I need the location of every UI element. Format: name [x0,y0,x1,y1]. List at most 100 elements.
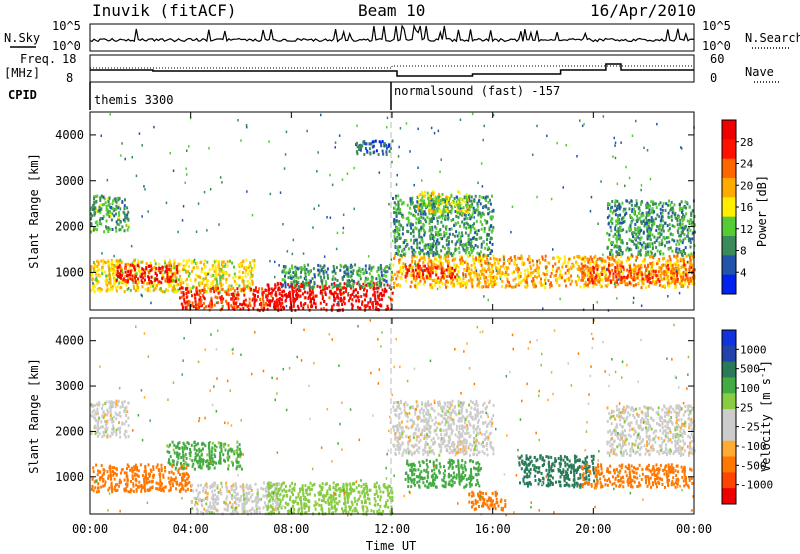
echo-cell-5 [326,267,329,271]
echo-cell-4 [365,283,368,287]
echo-cell-7 [500,284,503,288]
echo-cell-7 [566,277,568,281]
echo-cell-3 [248,297,251,301]
echo-cell-12 [638,209,641,212]
echo-cell-3 [210,296,213,300]
echo-cell-7 [532,282,534,286]
echo-cell-9 [400,202,403,206]
echo-cell-0 [99,221,102,224]
echo-cell-11 [614,280,617,284]
echo-cell-7 [575,281,578,284]
echo-cell-12 [650,210,653,214]
echo-cell-12 [645,206,648,210]
echo-cell-11 [620,281,623,284]
echo-speck [318,204,320,207]
echo-cell-7 [430,283,433,287]
echo-cell-7 [634,270,637,274]
echo-cell-9 [417,221,420,225]
echo-cell-5 [288,285,291,289]
echo-cell-12 [647,253,650,257]
echo-speck [409,266,411,270]
echo-cell-7 [645,269,647,273]
echo-cell-7 [495,276,498,280]
echo-cell-1 [158,262,161,266]
echo-cell-7 [481,268,484,272]
echo-cell-2 [116,269,119,273]
echo-cell-0 [98,403,101,407]
echo-cell-5 [303,283,306,287]
echo-cell-3 [185,292,188,296]
echo-cell-8 [413,276,415,280]
echo-cell-9 [470,205,473,209]
echo-speck [208,147,210,150]
echo-cell-1 [106,282,108,286]
echo-cell-1 [114,270,117,274]
echo-cell-0 [105,225,107,229]
echo-cell-5 [377,273,380,277]
echo-cell-7 [488,274,491,278]
echo-cell-9 [486,238,489,241]
echo-cell-10 [428,200,431,204]
echo-cell-12 [672,208,675,212]
echo-cell-1 [142,281,145,285]
echo-cell-9 [487,246,490,250]
echo-cell-9 [475,229,478,233]
echo-cell-3 [232,307,235,311]
echo-cell-9 [487,254,490,257]
echo-cell-9 [425,252,428,256]
echo-cell-5 [366,277,369,281]
echo-cell-10 [430,191,433,195]
echo-cell-10 [460,202,463,206]
echo-speck [439,170,441,173]
echo-cell-12 [635,232,638,236]
echo-cell-3 [195,287,198,291]
echo-cell-1 [129,288,132,292]
echo-cell-7 [552,264,554,268]
echo-speck [625,165,627,169]
echo-cell-7 [466,264,469,268]
echo-cell-5 [349,266,352,270]
echo-cell-0 [121,404,124,408]
echo-cell-11 [658,266,661,270]
echo-cell-2 [160,269,163,273]
echo-cell-12 [662,252,665,256]
echo-cell-4 [289,284,292,288]
echo-cell-2 [166,277,169,281]
echo-cell-7 [545,272,548,276]
echo-cell-10 [431,192,434,196]
echo-speck [369,298,372,301]
echo-cell-12 [665,236,668,240]
echo-cell-7 [484,261,487,265]
echo-cell-5 [288,267,291,271]
echo-cell-10 [429,197,432,200]
echo-cell-7 [568,278,571,282]
echo-cell-7 [441,262,444,266]
echo-cell-1 [136,279,139,283]
echo-cell-4 [333,290,336,294]
echo-cell-11 [592,265,595,269]
echo-cell-12 [637,211,640,215]
echo-cell-11 [676,268,679,271]
echo-cell-5 [285,271,288,275]
echo-cell-1 [176,290,179,294]
echo-cell-7 [525,278,528,282]
echo-speck [135,174,138,178]
echo-cell-0 [107,410,110,414]
echo-cell-10 [442,211,445,215]
echo-cell-9 [491,249,493,253]
echo-speck [460,233,463,236]
echo-cell-4 [337,303,340,307]
echo-cell-10 [462,206,465,210]
echo-speck [545,282,547,285]
echo-cell-12 [622,220,625,224]
echo-cell-9 [445,227,448,231]
echo-cell-0 [111,417,113,421]
echo-cell-3 [183,297,186,301]
echo-cell-4 [274,293,277,297]
echo-cell-7 [637,282,640,286]
echo-cell-1 [91,284,94,287]
echo-cell-9 [453,197,456,201]
echo-cell-11 [581,264,584,268]
echo-cell-7 [462,262,464,265]
echo-cell-4 [285,293,288,296]
